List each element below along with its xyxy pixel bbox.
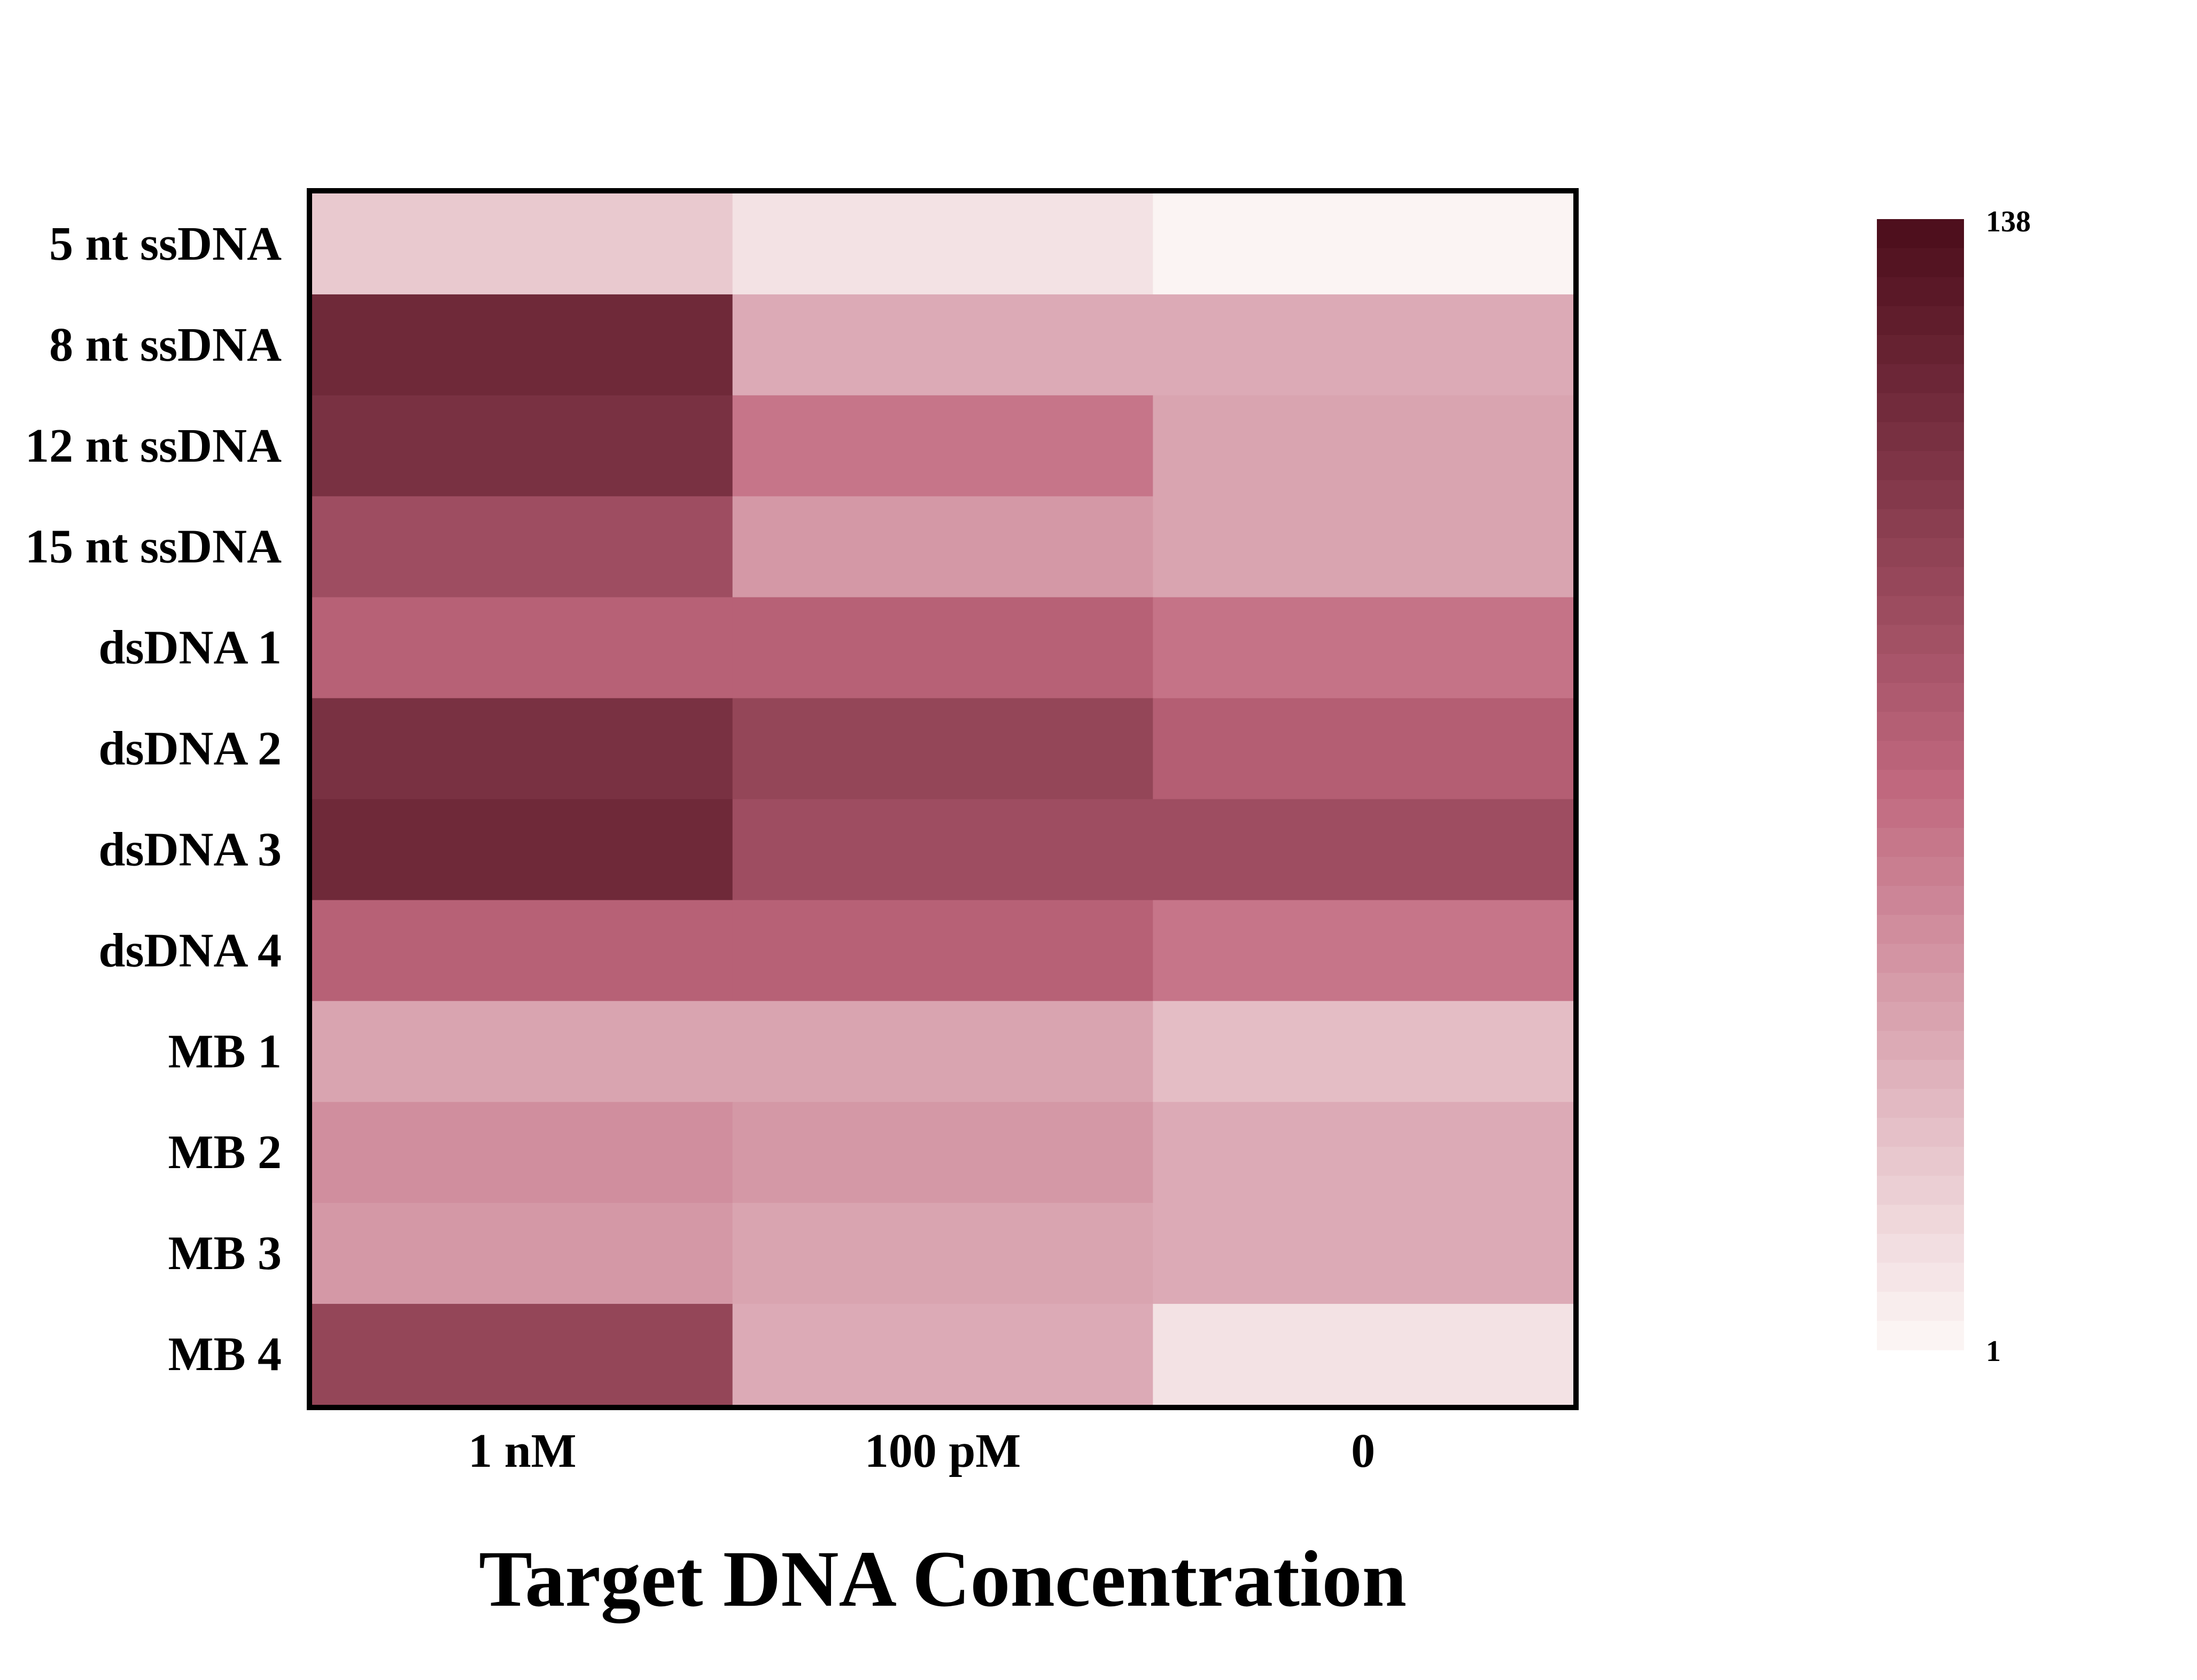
colorbar-step (1877, 596, 1964, 626)
heatmap-cell (732, 1102, 1154, 1203)
colorbar-step (1877, 1060, 1964, 1090)
colorbar-step (1877, 480, 1964, 510)
heatmap-cell (312, 799, 733, 901)
row-label: 5 nt ssDNA (49, 217, 282, 270)
heatmap-cell (312, 1001, 733, 1103)
heatmap-cell (732, 1001, 1154, 1103)
colorbar-step (1877, 625, 1964, 655)
heatmap-cell (732, 799, 1154, 901)
column-label: 100 pM (865, 1425, 1021, 1477)
row-label: dsDNA 4 (98, 924, 282, 977)
colorbar-step (1877, 683, 1964, 713)
colorbar-step (1877, 567, 1964, 597)
colorbar-step (1877, 422, 1964, 452)
heatmap-cell (1153, 193, 1574, 295)
heatmap-cell (732, 193, 1154, 295)
heatmap-cell (1153, 698, 1574, 800)
colorbar-step (1877, 1001, 1964, 1031)
heatmap-cell (312, 496, 733, 598)
heatmap-cell (312, 597, 733, 699)
row-label: MB 2 (168, 1126, 282, 1179)
colorbar-step (1877, 364, 1964, 394)
heatmap-cells (312, 193, 1574, 1405)
heatmap-cell (1153, 395, 1574, 497)
colorbar-step (1877, 1031, 1964, 1061)
colorbar-step (1877, 741, 1964, 771)
heatmap-cell (1153, 496, 1574, 598)
row-label: 8 nt ssDNA (49, 318, 282, 371)
colorbar-step (1877, 1263, 1964, 1293)
row-label: dsDNA 1 (98, 621, 282, 674)
colorbar-step (1877, 538, 1964, 567)
colorbar-step (1877, 219, 1964, 249)
heatmap-cell (1153, 900, 1574, 1002)
heatmap-cell (312, 1102, 733, 1203)
colorbar-step (1877, 1292, 1964, 1321)
colorbar-step (1877, 1233, 1964, 1264)
heatmap-cell (1153, 1304, 1574, 1405)
colorbar-step (1877, 885, 1964, 915)
colorbar-step (1877, 799, 1964, 829)
heatmap-cell (1153, 1203, 1574, 1304)
colorbar-step (1877, 248, 1964, 278)
heatmap-cell (1153, 294, 1574, 396)
heatmap-cell (732, 496, 1154, 598)
heatmap-cell (312, 193, 733, 295)
colorbar-step (1877, 1117, 1964, 1148)
colorbar-step (1877, 1147, 1964, 1177)
colorbar (1877, 219, 1964, 1350)
colorbar-step (1877, 654, 1964, 683)
colorbar-step (1877, 857, 1964, 886)
column-label: 0 (1351, 1425, 1375, 1477)
heatmap-cell (312, 1304, 733, 1405)
colorbar-step (1877, 973, 1964, 1002)
heatmap-cell (1153, 1102, 1574, 1203)
heatmap-cell (1153, 1001, 1574, 1103)
heatmap-frame (307, 188, 1579, 1410)
heatmap-cell (312, 1203, 733, 1304)
row-label: MB 1 (168, 1025, 282, 1078)
row-label: MB 3 (168, 1227, 282, 1280)
heatmap-cell (1153, 597, 1574, 699)
row-labels: 5 nt ssDNA 8 nt ssDNA 12 nt ssDNA 15 nt ssD… (25, 217, 282, 1381)
colorbar-min-label: 1 (1986, 1335, 2001, 1368)
x-axis-title: Target DNA Concentration (479, 1535, 1407, 1623)
heatmap-cell (312, 395, 733, 497)
colorbar-step (1877, 712, 1964, 742)
colorbar-step (1877, 1176, 1964, 1205)
colorbar-step (1877, 509, 1964, 539)
column-labels: 1 nM 100 pM 0 (468, 1425, 1375, 1477)
colorbar-step (1877, 828, 1964, 858)
colorbar-step (1877, 306, 1964, 336)
heatmap-cell (312, 900, 733, 1002)
heatmap-cell (312, 698, 733, 800)
heatmap-cell (732, 294, 1154, 396)
heatmap-cell (1153, 799, 1574, 901)
colorbar-step (1877, 277, 1964, 307)
heatmap-cell (312, 294, 733, 396)
colorbar-step (1877, 769, 1964, 799)
row-label: MB 4 (168, 1328, 282, 1381)
colorbar-step (1877, 944, 1964, 974)
heatmap-cell (732, 1203, 1154, 1304)
row-label: dsDNA 3 (98, 823, 282, 876)
row-label: 12 nt ssDNA (25, 419, 282, 472)
colorbar-step (1877, 451, 1964, 481)
row-label: dsDNA 2 (98, 722, 282, 775)
heatmap-cell (732, 597, 1154, 699)
colorbar-step (1877, 1088, 1964, 1118)
row-label: 15 nt ssDNA (25, 520, 282, 573)
heatmap-cell (732, 698, 1154, 800)
colorbar-step (1877, 1320, 1964, 1350)
column-label: 1 nM (468, 1425, 577, 1477)
colorbar-step (1877, 915, 1964, 945)
colorbar-max-label: 138 (1986, 205, 2031, 238)
heatmap-cell (732, 1304, 1154, 1405)
heatmap-cell (732, 900, 1154, 1002)
colorbar-step (1877, 335, 1964, 365)
colorbar-step (1877, 393, 1964, 423)
colorbar-step (1877, 1204, 1964, 1234)
heatmap-cell (732, 395, 1154, 497)
